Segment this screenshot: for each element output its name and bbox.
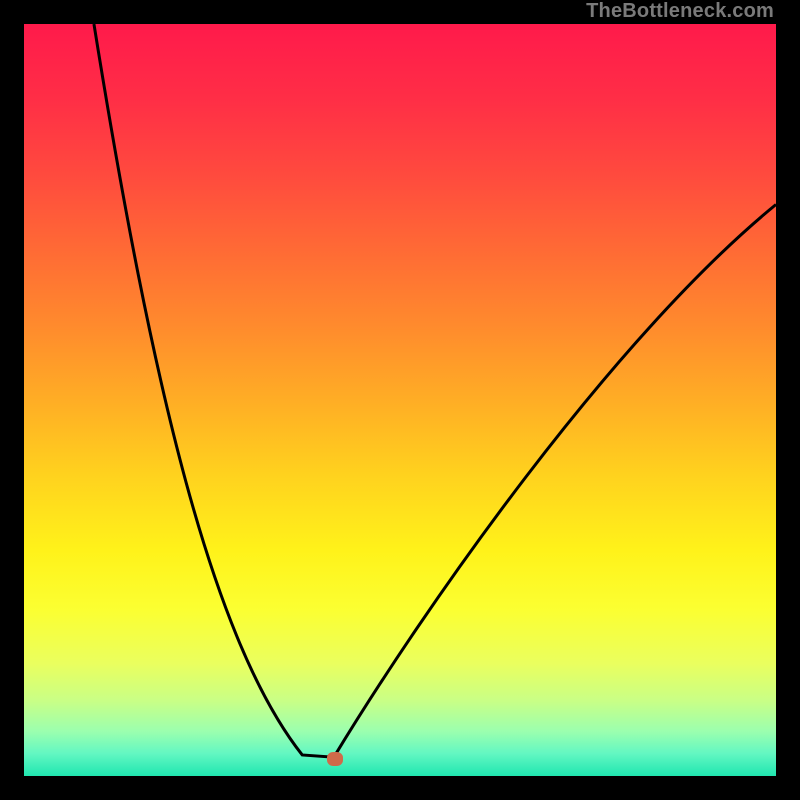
optimal-point-marker [327,752,343,766]
bottleneck-curve [24,24,776,776]
watermark-text: TheBottleneck.com [586,0,774,23]
chart-frame: TheBottleneck.com [0,0,800,800]
plot-area [24,24,776,776]
